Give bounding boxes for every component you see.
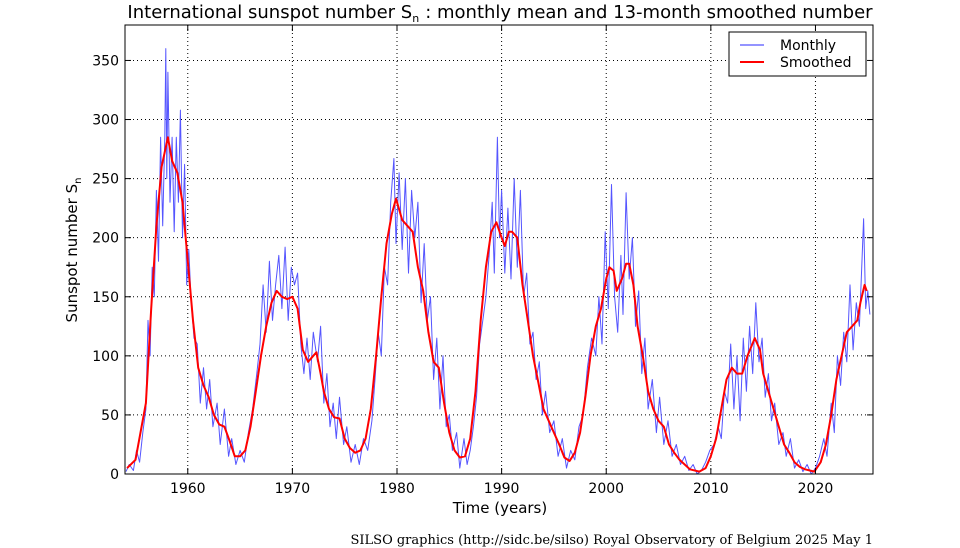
x-axis-label: Time (years) <box>452 499 547 517</box>
grid <box>125 25 873 474</box>
x-tick-label: 1980 <box>379 481 415 497</box>
x-tick-label: 1970 <box>275 481 311 497</box>
y-tick-label: 350 <box>92 53 119 69</box>
x-tick-label: 1960 <box>170 481 206 497</box>
y-tick-label: 300 <box>92 113 119 129</box>
y-tick-label: 100 <box>92 349 119 365</box>
legend-monthly-label: Monthly <box>780 38 836 54</box>
x-tick-label: 2000 <box>588 481 624 497</box>
x-tick-label: 2020 <box>798 481 834 497</box>
chart-title: International sunspot number Sn: monthly… <box>127 2 873 25</box>
legend: Monthly Smoothed <box>728 31 867 77</box>
x-tick-label: 1990 <box>484 481 520 497</box>
series-line-smoothed <box>126 136 868 473</box>
y-tick-label: 150 <box>92 290 119 306</box>
series-group <box>125 48 871 475</box>
y-tick-label: 0 <box>110 467 119 483</box>
legend-smoothed-label: Smoothed <box>780 55 852 71</box>
y-axis-label: Sunspot number Sn <box>63 178 84 323</box>
x-tick-label: 2010 <box>693 481 729 497</box>
y-tick-label: 50 <box>101 408 119 424</box>
series-line-monthly <box>125 48 871 475</box>
plot-frame <box>124 24 874 475</box>
y-tick-label: 200 <box>92 231 119 247</box>
credit-annotation: SILSO graphics (http://sidc.be/silso) Ro… <box>350 533 873 548</box>
ticks: 1960 1970 1980 1990 2000 2010 2020 0 50 100 150 200… <box>92 25 873 497</box>
y-tick-label: 250 <box>92 172 119 188</box>
